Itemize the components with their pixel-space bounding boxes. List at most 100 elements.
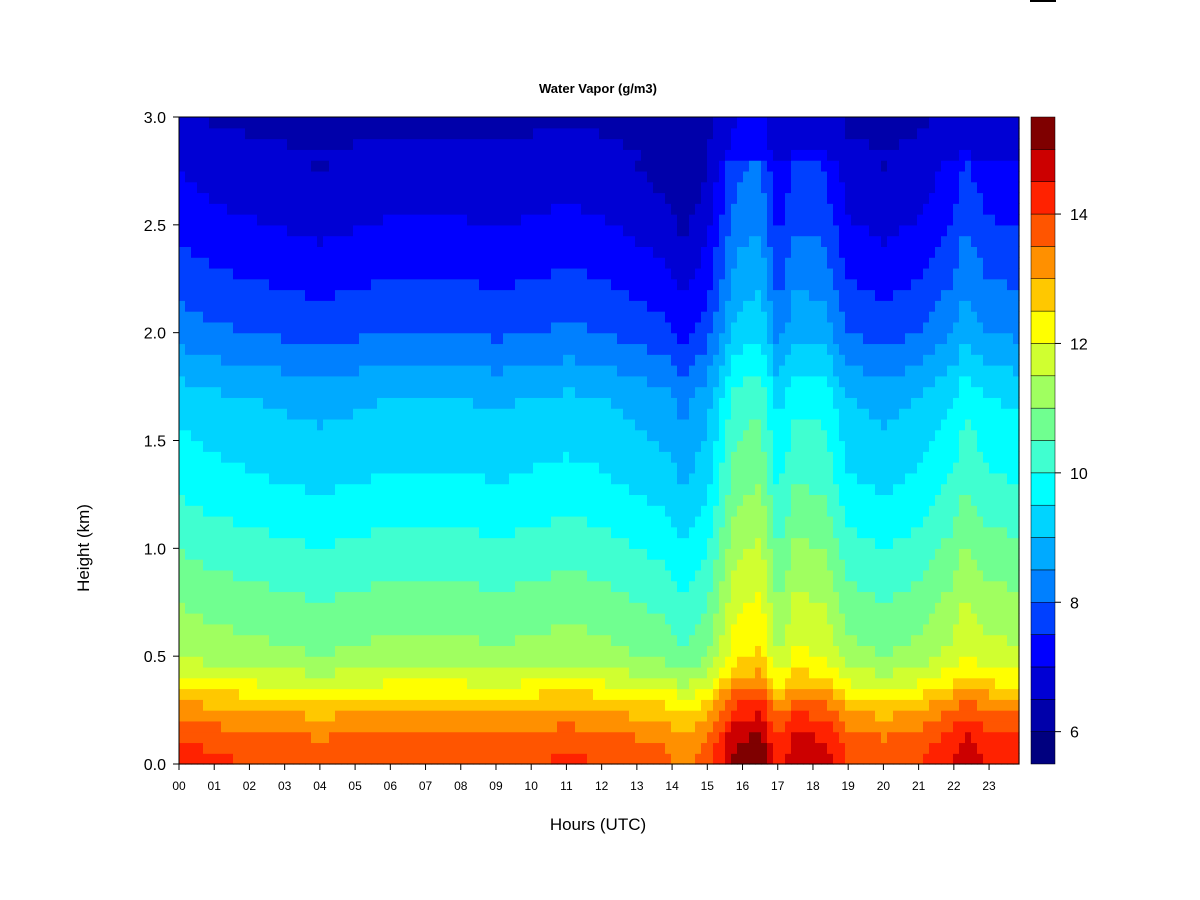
heatmap-cell bbox=[269, 462, 276, 474]
heatmap-cell bbox=[263, 731, 270, 744]
heatmap-cell bbox=[671, 677, 678, 690]
heatmap-cell bbox=[317, 289, 324, 301]
heatmap-cell bbox=[359, 127, 366, 140]
heatmap-cell bbox=[299, 375, 306, 388]
heatmap-cell bbox=[317, 300, 324, 312]
heatmap-cell bbox=[329, 192, 336, 204]
heatmap-cell bbox=[275, 656, 282, 668]
heatmap-cell bbox=[533, 688, 540, 700]
heatmap-cell bbox=[293, 418, 300, 431]
heatmap-cell bbox=[611, 591, 618, 603]
heatmap-cell bbox=[575, 160, 582, 172]
heatmap-cell bbox=[467, 224, 474, 237]
heatmap-cell bbox=[209, 192, 216, 204]
heatmap-cell bbox=[659, 472, 666, 485]
heatmap-cell bbox=[521, 408, 528, 420]
heatmap-cell bbox=[575, 602, 582, 614]
heatmap-cell bbox=[179, 127, 186, 140]
heatmap-cell bbox=[389, 569, 396, 582]
heatmap-cell bbox=[215, 214, 222, 226]
heatmap-cell bbox=[539, 203, 546, 215]
heatmap-cell bbox=[419, 720, 426, 733]
heatmap-cell bbox=[311, 354, 318, 366]
heatmap-cell bbox=[551, 591, 558, 603]
heatmap-cell bbox=[191, 311, 198, 323]
heatmap-cell bbox=[293, 246, 300, 258]
heatmap-cell bbox=[269, 300, 276, 312]
heatmap-cell bbox=[293, 408, 300, 420]
heatmap-cell bbox=[269, 224, 276, 237]
heatmap-cell bbox=[179, 623, 186, 636]
heatmap-cell bbox=[629, 224, 636, 237]
heatmap-cell bbox=[569, 613, 576, 625]
heatmap-cell bbox=[299, 192, 306, 204]
heatmap-cell bbox=[653, 720, 660, 733]
heatmap-cell bbox=[287, 149, 294, 161]
heatmap-cell bbox=[203, 289, 210, 301]
heatmap-cell bbox=[473, 548, 480, 560]
heatmap-cell bbox=[323, 192, 330, 204]
heatmap-cell bbox=[569, 483, 576, 496]
heatmap-cell bbox=[269, 408, 276, 420]
heatmap-cell bbox=[239, 505, 246, 517]
heatmap-cell bbox=[203, 462, 210, 474]
heatmap-cell bbox=[323, 375, 330, 388]
heatmap-cell bbox=[383, 494, 390, 506]
heatmap-cell bbox=[629, 656, 636, 668]
heatmap-cell bbox=[251, 645, 258, 657]
heatmap-cell bbox=[455, 666, 462, 679]
heatmap-cell bbox=[605, 386, 612, 398]
heatmap-cell bbox=[377, 515, 384, 528]
heatmap-cell bbox=[401, 192, 408, 204]
heatmap-cell bbox=[431, 267, 438, 280]
heatmap-cell bbox=[491, 138, 498, 150]
heatmap-cell bbox=[611, 311, 618, 323]
heatmap-cell bbox=[335, 494, 342, 506]
heatmap-cell bbox=[407, 720, 414, 733]
heatmap-cell bbox=[473, 580, 480, 593]
heatmap-cell bbox=[509, 278, 516, 291]
heatmap-cell bbox=[179, 472, 186, 485]
heatmap-cell bbox=[251, 515, 258, 528]
heatmap-cell bbox=[641, 462, 648, 474]
heatmap-cell bbox=[653, 569, 660, 582]
heatmap-cell bbox=[539, 580, 546, 593]
heatmap-cell bbox=[641, 472, 648, 485]
heatmap-cell bbox=[533, 365, 540, 377]
heatmap-cell bbox=[665, 149, 672, 161]
heatmap-cell bbox=[647, 235, 654, 247]
heatmap-cell bbox=[221, 418, 228, 431]
heatmap-cell bbox=[473, 591, 480, 603]
heatmap-cell bbox=[275, 311, 282, 323]
heatmap-cell bbox=[473, 267, 480, 280]
heatmap-cell bbox=[263, 677, 270, 690]
heatmap-cell bbox=[431, 710, 438, 722]
heatmap-cell bbox=[581, 645, 588, 657]
heatmap-cell bbox=[287, 623, 294, 636]
heatmap-cell bbox=[335, 462, 342, 474]
heatmap-cell bbox=[365, 354, 372, 366]
heatmap-cell bbox=[587, 666, 594, 679]
heatmap-cell bbox=[599, 462, 606, 474]
heatmap-cell bbox=[665, 181, 672, 194]
heatmap-cell bbox=[401, 235, 408, 247]
heatmap-cell bbox=[329, 677, 336, 690]
heatmap-cell bbox=[641, 580, 648, 593]
heatmap-cell bbox=[461, 634, 468, 646]
heatmap-cell bbox=[287, 720, 294, 733]
heatmap-cell bbox=[491, 526, 498, 539]
heatmap-cell bbox=[473, 494, 480, 506]
heatmap-cell bbox=[347, 526, 354, 539]
heatmap-cell bbox=[347, 149, 354, 161]
heatmap-cell bbox=[665, 472, 672, 485]
heatmap-cell bbox=[293, 645, 300, 657]
heatmap-cell bbox=[485, 235, 492, 247]
heatmap-cell bbox=[407, 462, 414, 474]
heatmap-cell bbox=[437, 214, 444, 226]
heatmap-cell bbox=[647, 440, 654, 452]
heatmap-cell bbox=[437, 117, 444, 129]
heatmap-cell bbox=[221, 149, 228, 161]
heatmap-cell bbox=[611, 181, 618, 194]
heatmap-cell bbox=[581, 602, 588, 614]
heatmap-cell bbox=[269, 127, 276, 140]
